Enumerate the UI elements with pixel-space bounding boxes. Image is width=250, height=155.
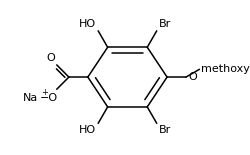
Text: +: + xyxy=(41,88,48,97)
Text: Na: Na xyxy=(22,93,38,103)
Text: methoxy: methoxy xyxy=(200,64,249,74)
Text: −O: −O xyxy=(39,93,57,103)
Text: Br: Br xyxy=(158,19,170,29)
Text: Br: Br xyxy=(158,125,170,135)
Text: HO: HO xyxy=(79,19,96,29)
Text: O: O xyxy=(46,53,55,63)
Text: O: O xyxy=(188,72,196,82)
Text: HO: HO xyxy=(79,125,96,135)
